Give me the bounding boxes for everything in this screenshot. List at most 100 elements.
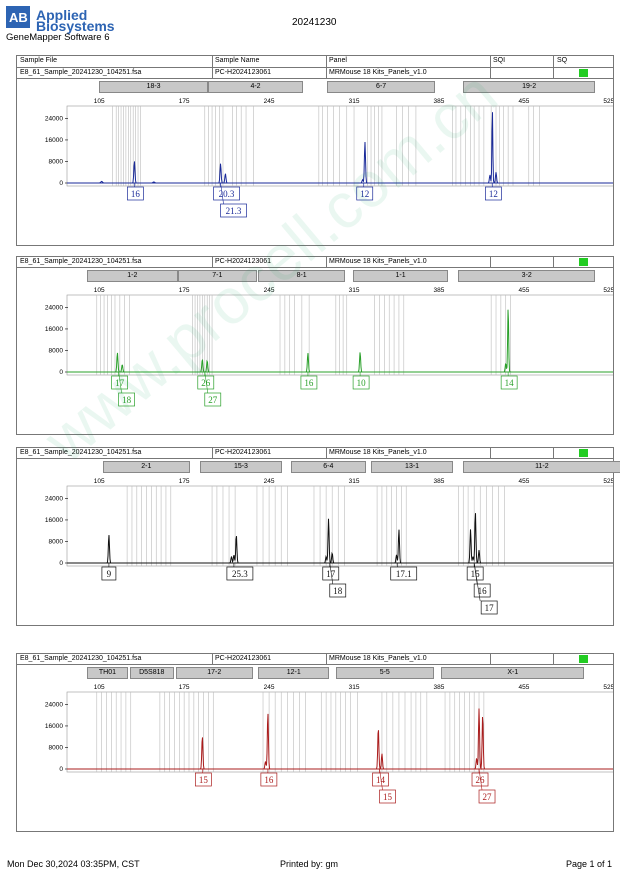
electropherogram-panel: E8_61_Sample_20241230_104251.fsa PC-H2024… — [16, 447, 620, 626]
x-tick-label: 245 — [264, 478, 275, 485]
allele-call-label: 17 — [115, 378, 125, 388]
electropherogram-panel: E8_61_Sample_20241230_104251.fsa PC-H2024… — [16, 67, 614, 246]
allele-call-box — [213, 186, 240, 201]
marker-label[interactable]: 17-2 — [175, 667, 253, 679]
marker-label[interactable]: 8-1 — [258, 270, 346, 282]
x-tick-label: 525 — [603, 684, 613, 691]
x-tick-label: 385 — [434, 684, 445, 691]
electropherogram-plot: 105 175 245 315 385 455 525 0 8000 16000 24000 9 25.… — [45, 478, 613, 615]
sample-file: E8_61_Sample_20241230_104251.fsa — [20, 449, 142, 456]
marker-label[interactable]: TH01 — [87, 667, 128, 679]
panel-name: MRMouse 18 Kits_Panels_v1.0 — [329, 258, 427, 265]
allele-call-label: 17 — [485, 603, 495, 613]
marker-label[interactable]: 15-3 — [199, 461, 282, 473]
panel-header: E8_61_Sample_20241230_104251.fsa PC-H2024… — [17, 448, 613, 459]
panel-header: E8_61_Sample_20241230_104251.fsa PC-H2024… — [17, 257, 613, 268]
marker-label[interactable]: 1-2 — [87, 270, 178, 282]
x-tick-label: 245 — [264, 684, 275, 691]
marker-label[interactable]: 11-2 — [463, 461, 620, 473]
plot-frame — [66, 294, 613, 376]
x-tick-label: 315 — [349, 98, 360, 105]
x-tick-label: 105 — [94, 98, 105, 105]
allele-call-label: 15 — [199, 775, 209, 785]
marker-label[interactable]: 6-4 — [290, 461, 366, 473]
allele-call-box — [379, 789, 396, 804]
allele-call-label: 25.3 — [232, 569, 248, 579]
sample-name: PC-H2024123061 — [215, 258, 272, 265]
signal-trace — [67, 513, 613, 564]
marker-label[interactable]: X-1 — [441, 667, 585, 679]
allele-call-box — [111, 375, 128, 390]
allele-call-box — [101, 566, 117, 581]
marker-label[interactable]: 6-7 — [327, 81, 435, 93]
x-tick-label: 455 — [518, 287, 529, 294]
marker-label[interactable]: 13-1 — [371, 461, 454, 473]
allele-call-leader — [478, 768, 483, 791]
electropherogram-panel: E8_61_Sample_20241230_104251.fsa PC-H2024… — [16, 653, 614, 832]
x-tick-label: 455 — [518, 478, 529, 485]
signal-trace — [67, 708, 613, 771]
allele-call-box — [356, 186, 374, 201]
plot-frame — [66, 105, 613, 187]
marker-label[interactable]: 2-1 — [102, 461, 190, 473]
panel-name: MRMouse 18 Kits_Panels_v1.0 — [329, 449, 427, 456]
electropherogram-plot: 105 175 245 315 385 455 525 0 8000 16000 24000 16 20… — [45, 98, 613, 218]
y-tick-label: 8000 — [49, 538, 64, 545]
allele-call-label: 18 — [122, 395, 132, 405]
allele-call-leader — [473, 562, 481, 602]
marker-label[interactable]: 5-5 — [335, 667, 434, 679]
panel-name: MRMouse 18 Kits_Panels_v1.0 — [329, 69, 427, 76]
col-panel: Panel — [329, 57, 347, 64]
x-tick-label: 315 — [349, 287, 360, 294]
allele-call-box — [329, 583, 347, 598]
electropherogram-panel: E8_61_Sample_20241230_104251.fsa PC-H2024… — [16, 256, 614, 435]
y-tick-label: 16000 — [45, 723, 63, 730]
x-tick-label: 175 — [179, 684, 190, 691]
x-tick-label: 455 — [518, 98, 529, 105]
y-tick-label: 24000 — [45, 701, 63, 708]
y-tick-label: 24000 — [45, 304, 63, 311]
marker-label[interactable]: 3-2 — [458, 270, 596, 282]
sample-name: PC-H2024123061 — [215, 69, 272, 76]
x-tick-label: 525 — [603, 287, 613, 294]
allele-call-box — [466, 566, 484, 581]
sample-name: PC-H2024123061 — [215, 449, 272, 456]
allele-call-box — [322, 566, 340, 581]
allele-call-label: 16 — [304, 378, 314, 388]
allele-call-box — [220, 203, 247, 218]
x-tick-label: 175 — [179, 98, 190, 105]
allele-call-label: 17 — [326, 569, 336, 579]
allele-call-label: 27 — [208, 395, 218, 405]
marker-label[interactable]: 18-3 — [99, 81, 208, 93]
allele-call-label: 16 — [478, 586, 488, 596]
x-tick-label: 315 — [349, 684, 360, 691]
sizing-quality-indicator — [579, 655, 588, 663]
sample-file: E8_61_Sample_20241230_104251.fsa — [20, 258, 142, 265]
allele-call-label: 26 — [476, 775, 486, 785]
allele-call-box — [127, 186, 144, 201]
x-tick-label: 315 — [349, 478, 360, 485]
allele-call-label: 16 — [131, 189, 141, 199]
allele-call-label: 26 — [201, 378, 211, 388]
allele-call-box — [500, 375, 518, 390]
marker-label[interactable]: D5S818 — [129, 667, 174, 679]
panel-name: MRMouse 18 Kits_Panels_v1.0 — [329, 655, 427, 662]
marker-label[interactable]: 12-1 — [258, 667, 330, 679]
x-tick-label: 525 — [603, 478, 613, 485]
allele-call-label: 9 — [107, 569, 112, 579]
y-tick-label: 24000 — [45, 495, 63, 502]
marker-label[interactable]: 4-2 — [208, 81, 303, 93]
marker-label[interactable]: 1-1 — [352, 270, 449, 282]
x-tick-label: 175 — [179, 478, 190, 485]
allele-call-label: 15 — [383, 792, 393, 802]
y-tick-label: 0 — [59, 766, 63, 773]
allele-call-box — [194, 772, 212, 787]
allele-call-box — [352, 375, 370, 390]
x-tick-label: 525 — [603, 98, 613, 105]
x-tick-label: 385 — [434, 287, 445, 294]
allele-call-box — [372, 772, 389, 787]
col-sample-file: Sample File — [20, 57, 57, 64]
allele-call-label: 14 — [376, 775, 386, 785]
marker-label[interactable]: 7-1 — [178, 270, 257, 282]
marker-label[interactable]: 19-2 — [463, 81, 596, 93]
